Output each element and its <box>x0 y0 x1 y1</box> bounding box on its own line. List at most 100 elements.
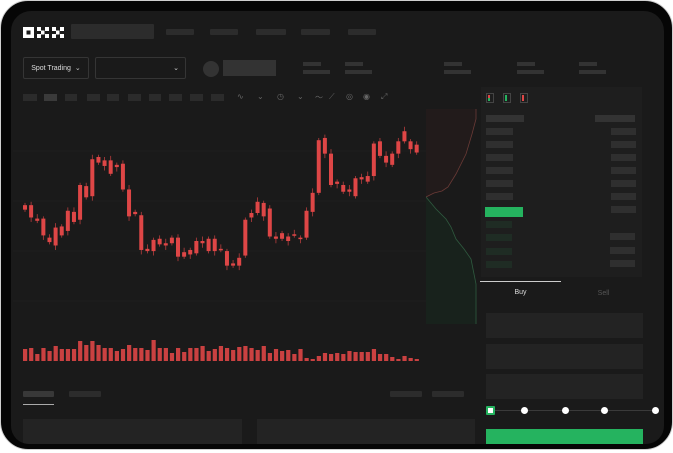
stat-label <box>303 62 321 66</box>
timeframe-button[interactable] <box>149 94 161 101</box>
bid-amount <box>610 233 635 240</box>
candlestick-chart[interactable] <box>13 109 428 371</box>
volume-bar <box>280 351 285 361</box>
okx-logo[interactable] <box>23 26 65 39</box>
pair-dropdown[interactable]: ⌄ <box>95 57 186 79</box>
nav-item[interactable] <box>166 29 194 35</box>
volume-bar <box>145 350 150 361</box>
tab-buy[interactable]: Buy <box>514 289 527 296</box>
timeframe-button[interactable] <box>128 94 141 101</box>
candle-body <box>390 153 395 165</box>
volume-bar <box>114 351 119 361</box>
draw-icon[interactable]: ⟋ <box>329 92 335 101</box>
ask-price[interactable] <box>486 128 513 135</box>
amount-input[interactable] <box>486 344 643 369</box>
bid-price[interactable] <box>486 261 512 268</box>
timeframe-button[interactable] <box>65 94 77 101</box>
ask-price[interactable] <box>486 193 513 200</box>
candle-body <box>127 189 132 217</box>
bids-icon[interactable] <box>503 93 511 103</box>
candle-body <box>108 160 113 174</box>
nav-item[interactable] <box>210 29 238 35</box>
candle-body <box>145 248 150 252</box>
both-sides-icon[interactable] <box>486 93 494 103</box>
timeframe-button[interactable] <box>44 94 57 101</box>
volume-bar <box>182 352 187 361</box>
timeframe-button[interactable] <box>87 94 100 101</box>
candle-body <box>237 257 242 266</box>
tab-open-orders[interactable] <box>23 391 54 397</box>
bid-price[interactable] <box>486 221 512 228</box>
candle-body <box>231 263 236 266</box>
candle-body <box>286 236 291 241</box>
volume-bar <box>377 354 383 361</box>
volume-bar <box>292 354 297 361</box>
settings-icon[interactable]: ◉ <box>363 92 370 101</box>
volume-bar <box>47 351 52 361</box>
timeframe-button[interactable] <box>107 94 119 101</box>
ask-price[interactable] <box>486 141 513 148</box>
timeframe-button[interactable] <box>23 94 37 101</box>
candle-body <box>353 178 358 197</box>
volume-bar <box>176 348 181 361</box>
volume-bar <box>341 354 346 361</box>
volume-bar <box>231 350 236 361</box>
candle-body <box>408 141 413 150</box>
slider-handle[interactable] <box>486 406 495 415</box>
candle-body <box>188 249 193 255</box>
indicator-icon[interactable]: ∿ <box>237 92 244 101</box>
search-bar[interactable] <box>71 24 154 39</box>
volume-bar <box>237 347 242 361</box>
total-input[interactable] <box>486 374 643 399</box>
line-icon[interactable]: 〜 <box>315 93 323 102</box>
timeframe-button[interactable] <box>211 94 224 101</box>
filter-button[interactable] <box>390 391 422 397</box>
time-icon[interactable]: ◷ <box>277 92 284 101</box>
bid-price[interactable] <box>486 234 512 241</box>
market-type-dropdown[interactable]: Spot Trading ⌄ <box>23 57 89 79</box>
candle-body <box>139 215 144 250</box>
tab-sell[interactable]: Sell <box>597 290 610 297</box>
candle-body <box>261 202 266 217</box>
icon-part <box>488 98 490 101</box>
filter-button[interactable] <box>432 391 464 397</box>
fullscreen-icon[interactable]: ⤢ <box>381 92 388 101</box>
volume-bar <box>188 348 193 361</box>
ask-price[interactable] <box>486 167 513 174</box>
timeframe-button[interactable] <box>190 94 203 101</box>
slider-track[interactable] <box>491 410 656 411</box>
last-price <box>485 207 523 217</box>
volume-bar <box>261 346 266 361</box>
candle-body <box>377 141 382 156</box>
slider-step-25[interactable] <box>521 407 528 414</box>
ask-price[interactable] <box>486 154 513 161</box>
asks-icon[interactable] <box>520 93 528 103</box>
stat-value <box>579 70 606 74</box>
ask-amount <box>611 154 636 161</box>
candle-body <box>84 186 89 198</box>
volume-bar <box>139 348 144 361</box>
timeframe-button[interactable] <box>169 94 182 101</box>
tab-order-history[interactable] <box>69 391 101 397</box>
buy-button[interactable] <box>486 429 643 444</box>
candle-body <box>273 236 278 239</box>
price-input[interactable] <box>486 313 643 338</box>
tab-underline <box>23 404 54 405</box>
icon-part <box>505 95 507 98</box>
volume-bar <box>255 350 260 361</box>
nav-item[interactable] <box>348 29 376 35</box>
stat-label <box>345 62 363 66</box>
slider-step-50[interactable] <box>562 407 569 414</box>
nav-item[interactable] <box>301 29 330 35</box>
volume-bar <box>396 359 401 361</box>
ask-price[interactable] <box>486 180 513 187</box>
nav-item[interactable] <box>256 29 286 35</box>
slider-step-100[interactable] <box>652 407 659 414</box>
camera-icon[interactable]: ◎ <box>346 92 353 101</box>
bid-price[interactable] <box>486 248 512 255</box>
indicator-icon[interactable]: ⌄ <box>257 92 264 101</box>
dropdown-icon[interactable]: ⌄ <box>297 92 304 101</box>
ask-amount <box>611 167 636 174</box>
slider-step-75[interactable] <box>601 407 608 414</box>
market-type-label: Spot Trading <box>31 64 71 72</box>
